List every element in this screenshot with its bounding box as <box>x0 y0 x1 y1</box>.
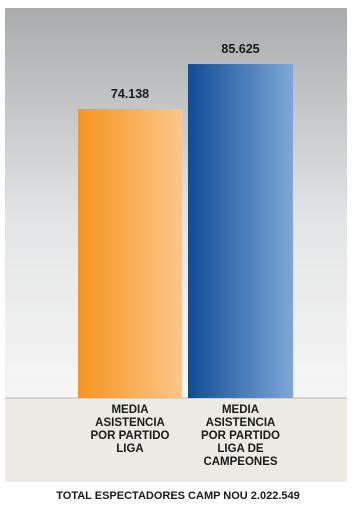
bar-liga <box>78 108 182 398</box>
data-label-liga-de-campeones: 85.625 <box>221 42 259 56</box>
category-label-line: MEDIA <box>111 404 148 416</box>
category-label-line: POR PARTIDO <box>201 430 280 442</box>
category-label-line: LIGA <box>116 443 143 455</box>
category-label-line: CAMPEONES <box>203 456 277 468</box>
data-label-liga: 74.138 <box>111 87 149 101</box>
category-label-line: MEDIA <box>222 404 259 416</box>
category-label-line: ASISTENCIA <box>95 417 165 429</box>
category-label-line: LIGA DE <box>217 443 264 455</box>
footer-total-spectators: TOTAL ESPECTADORES CAMP NOU 2.022.549 <box>56 490 300 502</box>
category-label-liga-de-campeones: MEDIA ASISTENCIA POR PARTIDO LIGA DE CAM… <box>201 404 280 468</box>
category-label-line: ASISTENCIA <box>206 417 276 429</box>
category-label-line: POR PARTIDO <box>90 430 169 442</box>
bar-liga-de-campeones <box>188 64 293 398</box>
category-label-liga: MEDIA ASISTENCIA POR PARTIDO LIGA <box>90 404 169 455</box>
category-band <box>5 398 347 482</box>
